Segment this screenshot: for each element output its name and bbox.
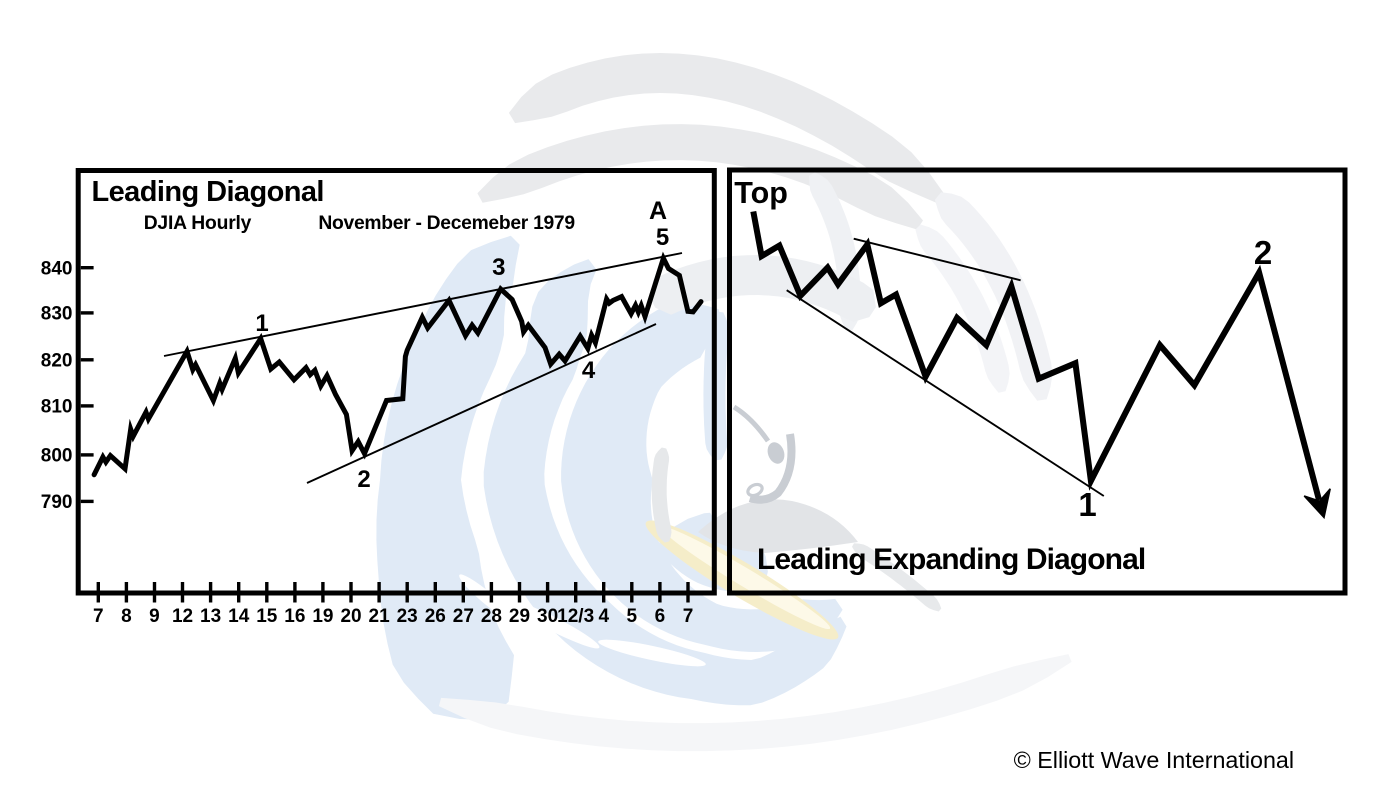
svg-text:12: 12 xyxy=(172,606,193,627)
svg-text:27: 27 xyxy=(453,606,474,627)
svg-text:20: 20 xyxy=(340,606,361,627)
svg-text:7: 7 xyxy=(683,606,694,627)
svg-text:820: 820 xyxy=(41,351,73,372)
svg-text:2: 2 xyxy=(357,466,370,493)
svg-text:© Elliott Wave International: © Elliott Wave International xyxy=(1014,747,1294,773)
svg-text:29: 29 xyxy=(509,606,530,627)
svg-text:12/3: 12/3 xyxy=(557,606,594,627)
svg-text:26: 26 xyxy=(425,606,446,627)
svg-text:Leading Diagonal: Leading Diagonal xyxy=(92,176,324,208)
svg-text:1: 1 xyxy=(1078,486,1096,523)
svg-text:16: 16 xyxy=(284,606,305,627)
svg-text:DJIA Hourly: DJIA Hourly xyxy=(144,213,252,234)
svg-text:14: 14 xyxy=(228,606,250,627)
svg-text:830: 830 xyxy=(41,304,73,325)
svg-text:9: 9 xyxy=(149,606,160,627)
svg-text:November - Decemeber 1979: November - Decemeber 1979 xyxy=(318,213,574,234)
svg-text:4: 4 xyxy=(598,606,609,627)
svg-text:19: 19 xyxy=(312,606,333,627)
svg-text:840: 840 xyxy=(41,259,73,280)
svg-text:5: 5 xyxy=(656,224,669,251)
svg-text:15: 15 xyxy=(256,606,278,627)
svg-text:1: 1 xyxy=(255,310,268,337)
svg-text:A: A xyxy=(649,197,667,225)
svg-text:30: 30 xyxy=(537,606,558,627)
svg-text:4: 4 xyxy=(582,357,596,384)
svg-text:3: 3 xyxy=(492,254,505,281)
svg-text:8: 8 xyxy=(121,606,132,627)
svg-text:23: 23 xyxy=(397,606,418,627)
svg-text:Top: Top xyxy=(734,176,788,210)
svg-text:800: 800 xyxy=(41,446,73,467)
svg-text:790: 790 xyxy=(41,492,73,513)
svg-text:6: 6 xyxy=(655,606,666,627)
svg-text:28: 28 xyxy=(481,606,502,627)
svg-text:2: 2 xyxy=(1254,234,1272,271)
svg-text:5: 5 xyxy=(627,606,638,627)
svg-text:7: 7 xyxy=(93,606,104,627)
svg-text:13: 13 xyxy=(200,606,221,627)
svg-text:Leading Expanding Diagonal: Leading Expanding Diagonal xyxy=(757,543,1145,576)
svg-text:21: 21 xyxy=(369,606,391,627)
svg-text:810: 810 xyxy=(41,397,73,418)
